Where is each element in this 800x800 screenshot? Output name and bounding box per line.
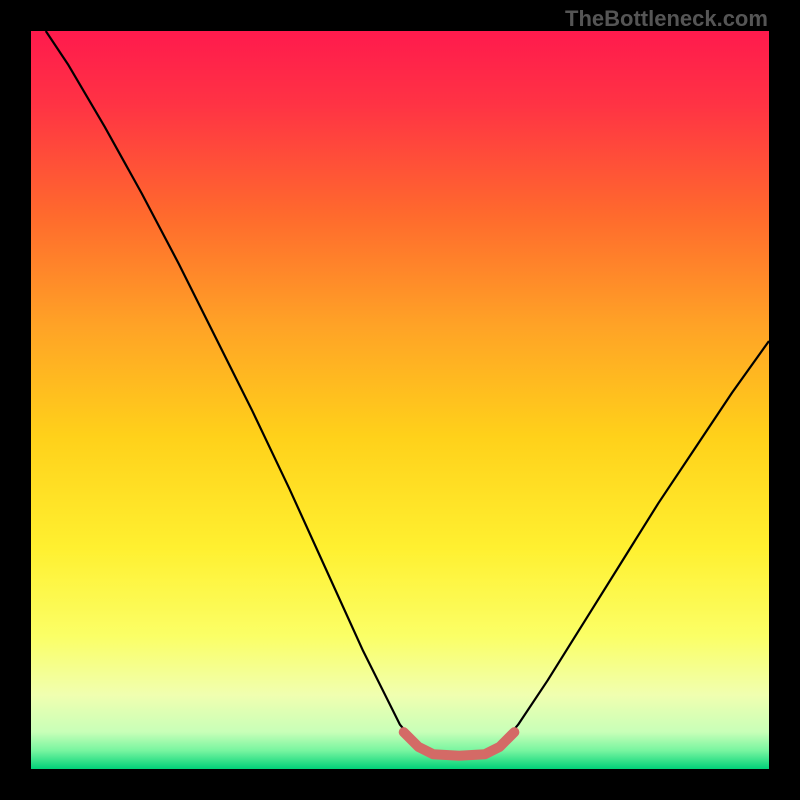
plot-area xyxy=(31,31,769,769)
watermark-text: TheBottleneck.com xyxy=(565,6,768,32)
chart-root: TheBottleneck.com xyxy=(0,0,800,800)
plot-background xyxy=(31,31,769,769)
plot-svg xyxy=(31,31,769,769)
